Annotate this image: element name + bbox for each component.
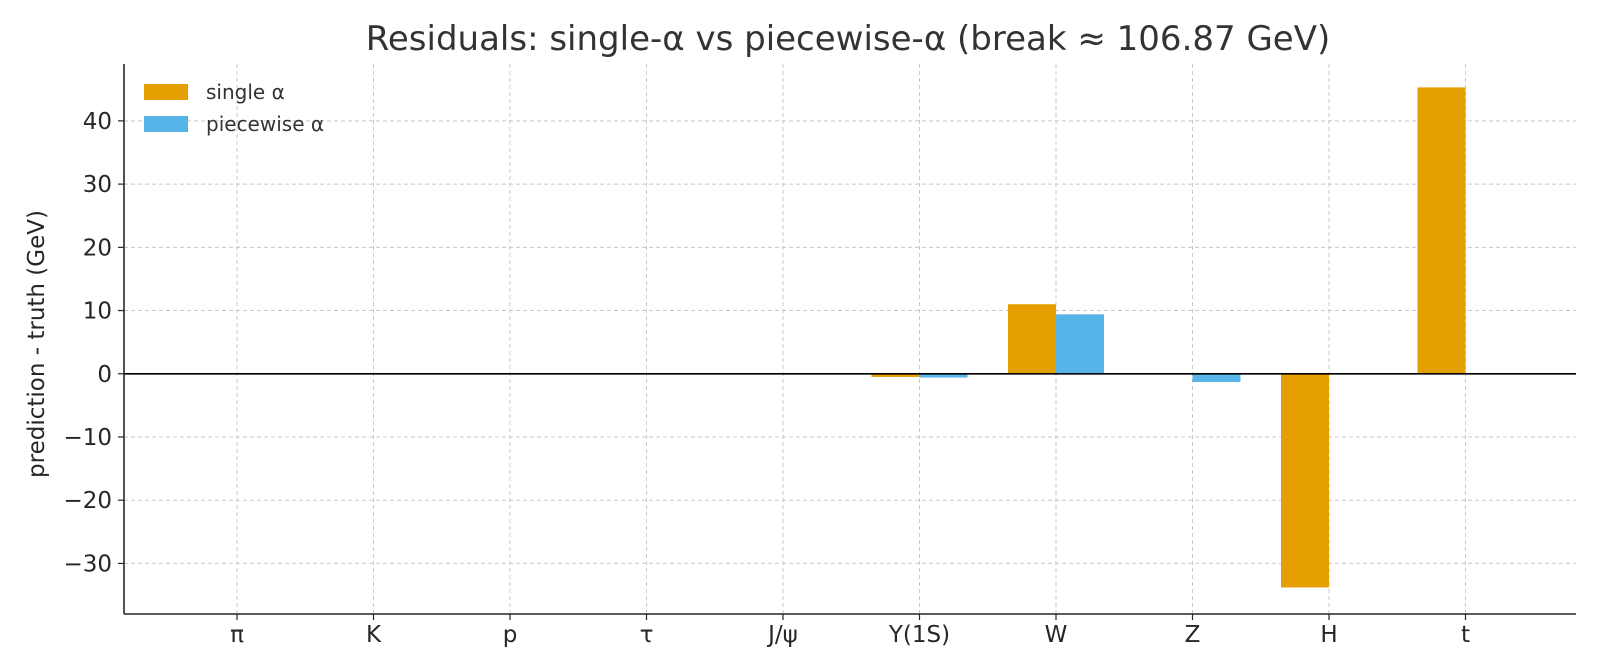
bar-piecewise-7 (1192, 373, 1241, 382)
bars (871, 87, 1466, 588)
x-tick-label: J/ψ (766, 622, 798, 648)
bar-piecewise-6 (1056, 314, 1104, 374)
chart-title: Residuals: single-α vs piecewise-α (brea… (366, 19, 1330, 59)
y-tick-label: −30 (63, 551, 112, 577)
x-tick-label: Z (1185, 622, 1201, 648)
bar-single-8 (1281, 373, 1329, 588)
x-tick-label: H (1320, 622, 1337, 648)
x-tick-label: t (1461, 622, 1470, 648)
x-tick-label: π (230, 622, 244, 648)
bar-single-6 (1008, 304, 1056, 374)
x-tick-label: Υ(1S) (888, 622, 950, 648)
legend-swatch-piecewise (144, 116, 188, 132)
y-tick-label: −20 (63, 488, 112, 514)
y-tick-label: −10 (63, 425, 112, 451)
legend-label-single: single α (206, 80, 285, 104)
legend-swatch-single (144, 84, 188, 100)
y-axis-label: prediction - truth (GeV) (24, 210, 50, 478)
x-tick-label: p (503, 622, 518, 648)
y-tick-label: 0 (97, 362, 112, 388)
grid-lines (124, 64, 1576, 614)
bar-single-5 (871, 373, 920, 377)
legend: single α piecewise α (144, 80, 324, 136)
bar-single-9 (1417, 87, 1466, 374)
x-tick-label: W (1045, 622, 1068, 648)
y-tick-label: 20 (83, 235, 112, 261)
x-tick-label: K (366, 622, 382, 648)
y-tick-label: 10 (83, 299, 112, 325)
y-tick-label: 30 (83, 172, 112, 198)
x-tick-label: τ (640, 622, 654, 648)
legend-label-piecewise: piecewise α (206, 112, 324, 136)
bar-piecewise-5 (919, 373, 968, 378)
y-tick-label: 40 (83, 109, 112, 135)
